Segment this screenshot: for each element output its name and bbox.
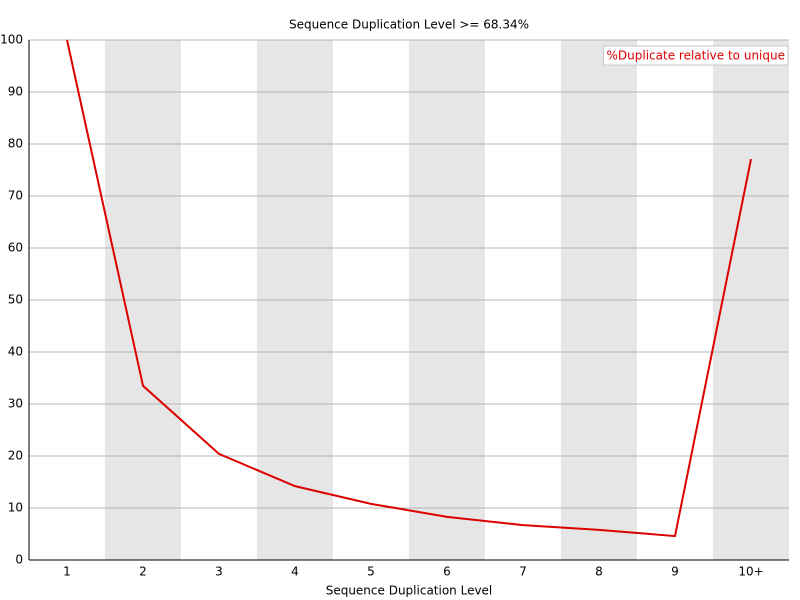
x-tick-label: 2 [139,565,147,579]
line [66,39,752,538]
y-tick-label: 100 [0,33,23,47]
x-tick-label: 8 [595,565,603,579]
y-tick-label: 90 [8,85,23,99]
x-tick-label: 6 [443,565,451,579]
x-axis-label: Sequence Duplication Level [326,584,493,598]
legend: %Duplicate relative to unique [603,45,789,66]
x-tick-label: 3 [215,565,223,579]
legend-box [603,45,789,66]
y-tick-label: 0 [15,553,23,567]
x-tick-label: 5 [367,565,375,579]
y-tick-label: 10 [8,501,23,515]
x-tick-label: 1 [63,565,71,579]
x-tick-label: 9 [671,565,679,579]
y-tick-label: 60 [8,241,23,255]
chart-title: Sequence Duplication Level >= 68.34% [289,18,529,32]
y-tick-label: 40 [8,345,23,359]
y-tick-label: 30 [8,397,23,411]
y-tick-label: 50 [8,293,23,307]
x-tick-label: 7 [519,565,527,579]
legend-label: %Duplicate relative to unique [607,49,785,63]
x-tick-label: 10+ [738,565,763,579]
y-tick-label: 20 [8,449,23,463]
y-tick-label: 80 [8,137,23,151]
x-tick-label: 4 [291,565,299,579]
y-tick-label: 70 [8,189,23,203]
